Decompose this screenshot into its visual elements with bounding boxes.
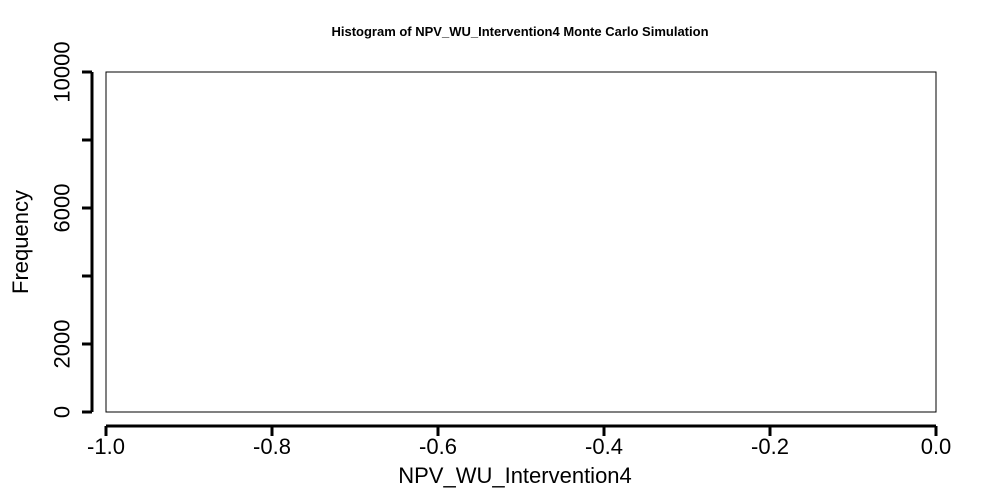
y-tick-label: 10000 <box>50 41 75 102</box>
y-tick-label: 0 <box>50 406 75 418</box>
x-tick-label: -0.6 <box>419 434 457 459</box>
x-tick-label: -1.0 <box>87 434 125 459</box>
y-axis: 0 2000 6000 10000 <box>50 41 94 418</box>
y-tick-label: 2000 <box>50 320 75 369</box>
y-tick-label: 6000 <box>50 184 75 233</box>
x-axis-label: NPV_WU_Intervention4 <box>398 463 632 488</box>
x-tick-label: 0.0 <box>921 434 952 459</box>
y-axis-label: Frequency <box>8 190 33 294</box>
x-tick-label: -0.4 <box>585 434 623 459</box>
x-axis: -1.0 -0.8 -0.6 -0.4 -0.2 0.0 <box>87 424 952 459</box>
x-tick-label: -0.2 <box>751 434 789 459</box>
x-tick-label: -0.8 <box>253 434 291 459</box>
chart-title: Histogram of NPV_WU_Intervention4 Monte … <box>331 24 708 39</box>
plot-box <box>105 71 937 413</box>
